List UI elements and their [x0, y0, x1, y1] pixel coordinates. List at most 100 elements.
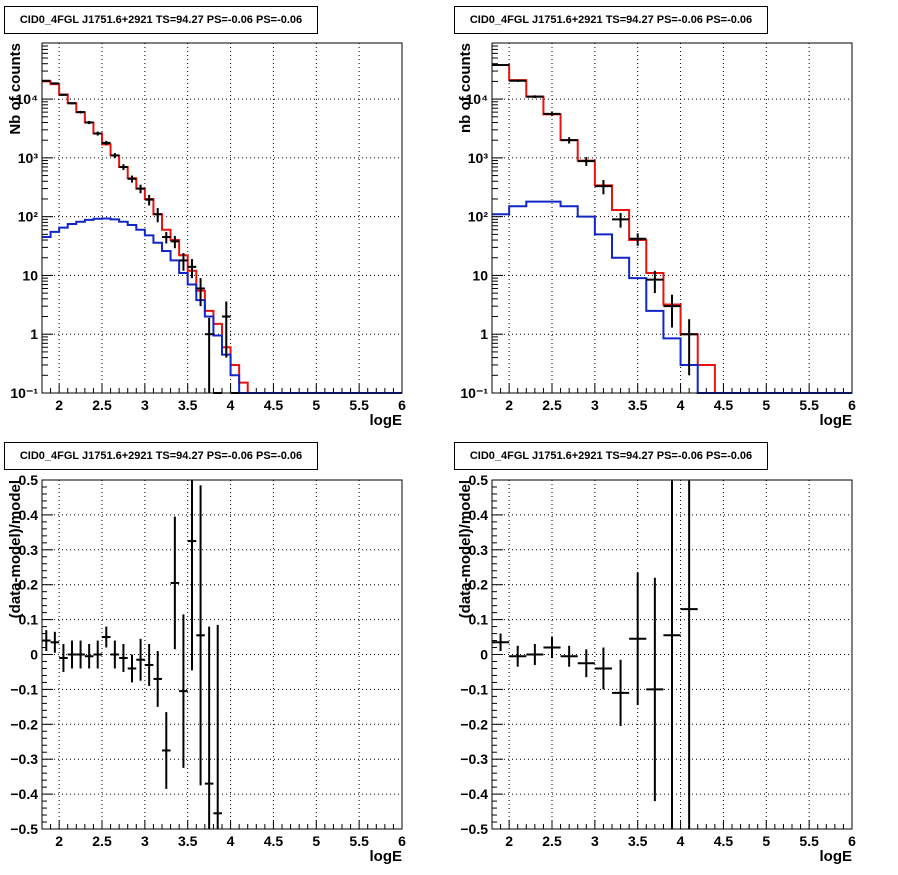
data-point	[594, 180, 612, 195]
data-point	[526, 95, 544, 99]
data-point	[84, 120, 94, 125]
data-point	[222, 301, 231, 358]
y-tick-label: −0.4	[460, 786, 488, 802]
data-point	[162, 231, 171, 244]
x-tick-label: 6	[848, 397, 856, 413]
plot-frame-top-left	[41, 42, 403, 394]
x-tick-label: 3.5	[178, 833, 198, 849]
grid-bottom-left	[42, 480, 402, 829]
x-tick-label: 3.5	[628, 397, 648, 413]
y-tick-label: 1	[30, 326, 38, 342]
data-point	[629, 233, 647, 246]
data-point	[67, 640, 77, 669]
data-point	[76, 110, 85, 114]
data-points-top-right	[492, 64, 698, 376]
data-points-bottom-right	[492, 480, 698, 829]
panel-title-bottom-right: CID0_4FGL J1751.6+2921 TS=94.27 PS=-0.06…	[454, 442, 768, 470]
chart-panel-top-left: 2 2.5 3 3.5 4 4.5 5 5.5 6 10⁻¹ 1 10 10² 10³ 10⁴ logE Nb …	[7, 42, 406, 429]
data-point	[76, 640, 85, 669]
x-tick-label: 2	[505, 833, 513, 849]
data-point	[594, 647, 612, 690]
y-tick-label: 0.5	[469, 472, 489, 488]
x-tick-label: 4.5	[714, 833, 734, 849]
x-tick-label: 2	[55, 833, 63, 849]
data-point	[560, 137, 578, 144]
data-point	[136, 638, 145, 681]
y-tick-label: −0.5	[10, 821, 38, 837]
data-point	[646, 577, 664, 802]
x-tick-label: 5	[762, 397, 770, 413]
data-point	[119, 644, 128, 672]
x-tick-label: 3	[591, 833, 599, 849]
data-point	[162, 712, 171, 789]
y-tick-label: 10⁻¹	[10, 385, 38, 401]
x-tick-label: 5.5	[349, 833, 369, 849]
y-tick-label: 10⁴	[466, 91, 489, 107]
x-tick-label: 2.5	[542, 397, 562, 413]
data-point	[196, 485, 205, 786]
x-tick-label: 6	[398, 397, 406, 413]
x-tick-label: 4	[677, 833, 685, 849]
data-point	[153, 651, 162, 707]
data-point	[187, 480, 197, 671]
y-tick-label: 10	[22, 267, 38, 283]
y-tick-label: 10³	[468, 150, 489, 166]
x-tick-label: 6	[848, 833, 856, 849]
y-tick-label: 0.2	[19, 577, 39, 593]
data-point	[646, 270, 664, 294]
grid-top-right	[492, 43, 852, 393]
data-point	[612, 659, 630, 727]
x-tick-label: 3	[141, 833, 149, 849]
data-point	[492, 64, 510, 67]
x-tick-label: 4.5	[264, 833, 284, 849]
x-tick-label: 5	[312, 397, 320, 413]
data-point	[93, 131, 102, 136]
y-tick-label: 10²	[18, 209, 39, 225]
data-point	[560, 645, 578, 667]
plot-frame-top-right	[491, 42, 853, 394]
y-tick-label: −0.4	[10, 786, 38, 802]
data-point	[204, 317, 214, 393]
y-tick-label: −0.2	[460, 716, 488, 732]
panel-title-top-right: CID0_4FGL J1751.6+2921 TS=94.27 PS=-0.06…	[454, 6, 768, 34]
y-tick-label: 0.3	[469, 542, 489, 558]
data-point	[136, 184, 145, 194]
x-tick-label: 3	[591, 397, 599, 413]
data-point	[526, 644, 544, 665]
x-tick-label: 4	[227, 397, 235, 413]
data-point	[42, 79, 51, 82]
y-tick-label: −0.3	[460, 751, 488, 767]
data-point	[102, 140, 111, 146]
data-point	[680, 480, 698, 829]
data-point	[543, 112, 561, 116]
data-points-top-left	[42, 79, 240, 394]
y-tick-label: −0.5	[460, 821, 488, 837]
data-point	[50, 631, 60, 653]
data-point	[196, 278, 205, 307]
data-point	[492, 633, 510, 652]
y-axis-label: (data-model)/model	[7, 480, 24, 618]
data-point	[213, 624, 222, 829]
data-point	[543, 637, 561, 658]
data-point	[110, 640, 120, 669]
data-point	[42, 630, 51, 652]
x-tick-label: 2	[55, 397, 63, 413]
x-tick-label: 2.5	[542, 833, 562, 849]
y-tick-label: −0.1	[10, 681, 38, 697]
x-tick-label: 2	[505, 397, 513, 413]
y-tick-label: 10⁻¹	[460, 385, 488, 401]
data-point	[577, 649, 595, 678]
data-point	[663, 294, 681, 328]
data-points-bottom-left	[42, 480, 222, 829]
x-tick-label: 2.5	[92, 397, 112, 413]
x-axis-label: logE	[370, 412, 403, 429]
ticks-top-right	[491, 42, 853, 394]
x-tick-label: 2.5	[92, 833, 112, 849]
data-point	[59, 93, 68, 96]
data-point	[612, 213, 630, 228]
data-point	[144, 194, 154, 206]
data-point	[509, 79, 527, 82]
data-point	[93, 640, 102, 669]
panel-title-top-left: CID0_4FGL J1751.6+2921 TS=94.27 PS=-0.06…	[4, 6, 318, 34]
y-tick-label: −0.2	[10, 716, 38, 732]
